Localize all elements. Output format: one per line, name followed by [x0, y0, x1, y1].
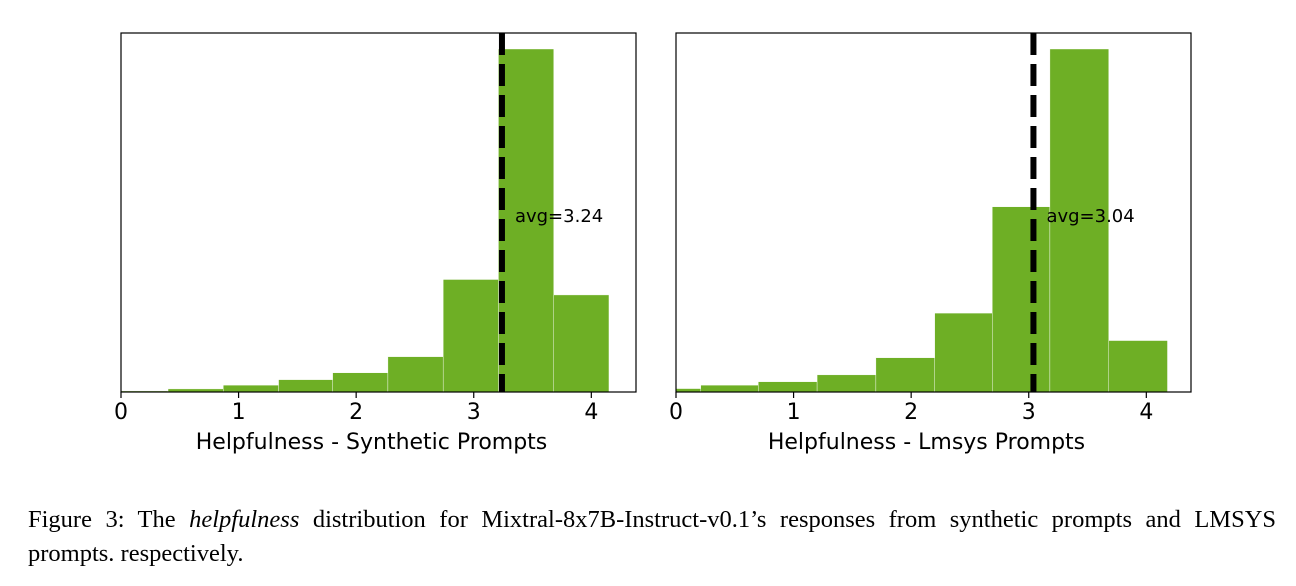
histogram-bar — [700, 384, 759, 393]
histogram-bar — [758, 381, 818, 393]
x-tick-label: 4 — [584, 400, 598, 425]
x-tick-label: 0 — [114, 400, 128, 425]
histogram-bar — [875, 357, 935, 393]
histogram-bar — [442, 279, 499, 393]
axes-frame — [675, 32, 1192, 393]
histogram-bar — [992, 206, 1051, 393]
x-tick-label: 3 — [467, 400, 481, 425]
histogram-bar — [553, 294, 610, 393]
histogram-bar — [387, 356, 444, 393]
x-tick-label: 1 — [232, 400, 246, 425]
chart-panel-2: avg=3.04 0 1 2 3 4 Helpfulness - Lmsys Prompts — [669, 32, 1192, 455]
histogram-bar — [223, 384, 279, 393]
axes-frame — [120, 32, 637, 393]
x-tick-label: 2 — [349, 400, 363, 425]
caption-prefix: Figure 3: The — [28, 506, 190, 533]
histogram-bar — [1108, 340, 1168, 393]
caption-suffix: distribution for Mixtral-8x7B-Instruct-v… — [28, 506, 1277, 567]
mean-annotation: avg=3.24 — [515, 206, 603, 227]
histogram-bar — [1049, 48, 1109, 393]
x-axis-label: Helpfulness - Lmsys Prompts — [768, 430, 1085, 455]
x-tick-label: 3 — [1022, 400, 1036, 425]
figure-caption: Figure 3: The helpfulness distribution f… — [28, 503, 1276, 571]
caption-emphasis: helpfulness — [189, 506, 300, 533]
figure: avg=3.24 0 1 2 3 4 Helpfulness - Synthetic Pro… — [114, 32, 1192, 455]
chart-panel-1: avg=3.24 0 1 2 3 4 Helpfulness - Synthetic Pro… — [114, 32, 637, 455]
histogram-bar — [332, 372, 389, 393]
x-tick-label: 1 — [787, 400, 801, 425]
histogram-bar — [934, 312, 993, 393]
histogram-bar — [498, 48, 554, 393]
x-tick-label: 4 — [1139, 400, 1153, 425]
x-tick-label: 2 — [904, 400, 918, 425]
x-tick-label: 0 — [669, 400, 683, 425]
mean-annotation: avg=3.04 — [1046, 206, 1134, 227]
histogram-bar — [816, 374, 877, 393]
histogram-bar — [278, 379, 333, 393]
x-axis-label: Helpfulness - Synthetic Prompts — [196, 430, 548, 455]
